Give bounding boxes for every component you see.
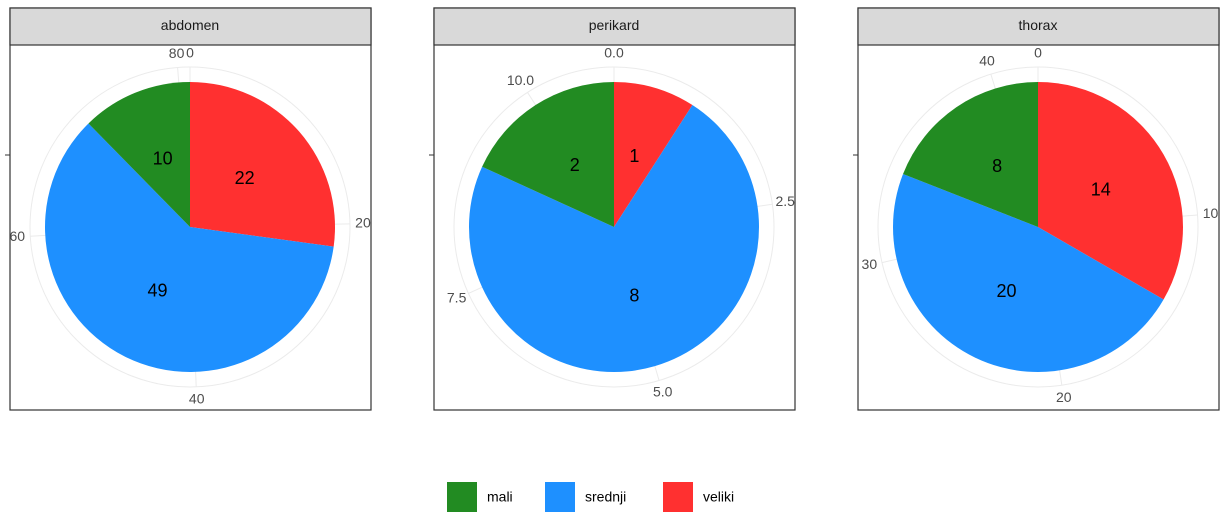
tick-label: 40 bbox=[979, 52, 995, 68]
pie-slice bbox=[1038, 81, 1183, 300]
legend-swatch bbox=[447, 482, 477, 512]
value-label: 8 bbox=[992, 156, 1002, 176]
tick-label: 60 bbox=[10, 228, 26, 244]
tick-label: 20 bbox=[355, 214, 371, 230]
tick-label: 0 bbox=[1034, 45, 1042, 61]
value-label: 2 bbox=[570, 155, 580, 175]
value-label: 49 bbox=[147, 281, 167, 301]
value-label: 1 bbox=[629, 146, 639, 166]
value-label: 10 bbox=[153, 149, 173, 169]
value-label: 20 bbox=[997, 281, 1017, 301]
pie-slice bbox=[469, 105, 759, 372]
tick-label: 0 bbox=[186, 45, 194, 61]
legend-label: mali bbox=[487, 489, 513, 505]
tick-label: 20 bbox=[1056, 389, 1072, 405]
value-label: 14 bbox=[1091, 180, 1111, 200]
pie-slice bbox=[892, 174, 1164, 373]
facet-title: abdomen bbox=[161, 17, 219, 33]
pie-slice bbox=[88, 82, 190, 227]
pie-slice bbox=[482, 81, 614, 227]
facet-strip bbox=[9, 7, 372, 46]
pie-slice bbox=[190, 82, 335, 247]
pie-slice bbox=[903, 81, 1038, 227]
tick-label: 0.0 bbox=[604, 45, 624, 61]
facet-title: perikard bbox=[589, 17, 640, 33]
tick-label: 5.0 bbox=[653, 384, 673, 400]
tick-label: 30 bbox=[862, 256, 878, 272]
facet-strip bbox=[857, 7, 1220, 46]
value-label: 8 bbox=[629, 285, 639, 305]
tick-label: 10.0 bbox=[507, 72, 534, 88]
tick-label: 2.5 bbox=[776, 193, 796, 209]
pie-slice bbox=[44, 123, 334, 372]
facet-title: thorax bbox=[1019, 17, 1058, 33]
value-label: 22 bbox=[235, 168, 255, 188]
tick-label: 80 bbox=[169, 45, 185, 61]
legend-label: veliki bbox=[703, 489, 734, 505]
legend-swatch bbox=[663, 482, 693, 512]
tick-label: 10 bbox=[1203, 205, 1219, 221]
facet-strip bbox=[433, 7, 796, 46]
legend-label: srednji bbox=[585, 489, 626, 505]
tick-label: 40 bbox=[189, 391, 205, 407]
pie-slice bbox=[614, 82, 693, 227]
tick-label: 7.5 bbox=[447, 290, 467, 306]
legend-swatch bbox=[545, 482, 575, 512]
